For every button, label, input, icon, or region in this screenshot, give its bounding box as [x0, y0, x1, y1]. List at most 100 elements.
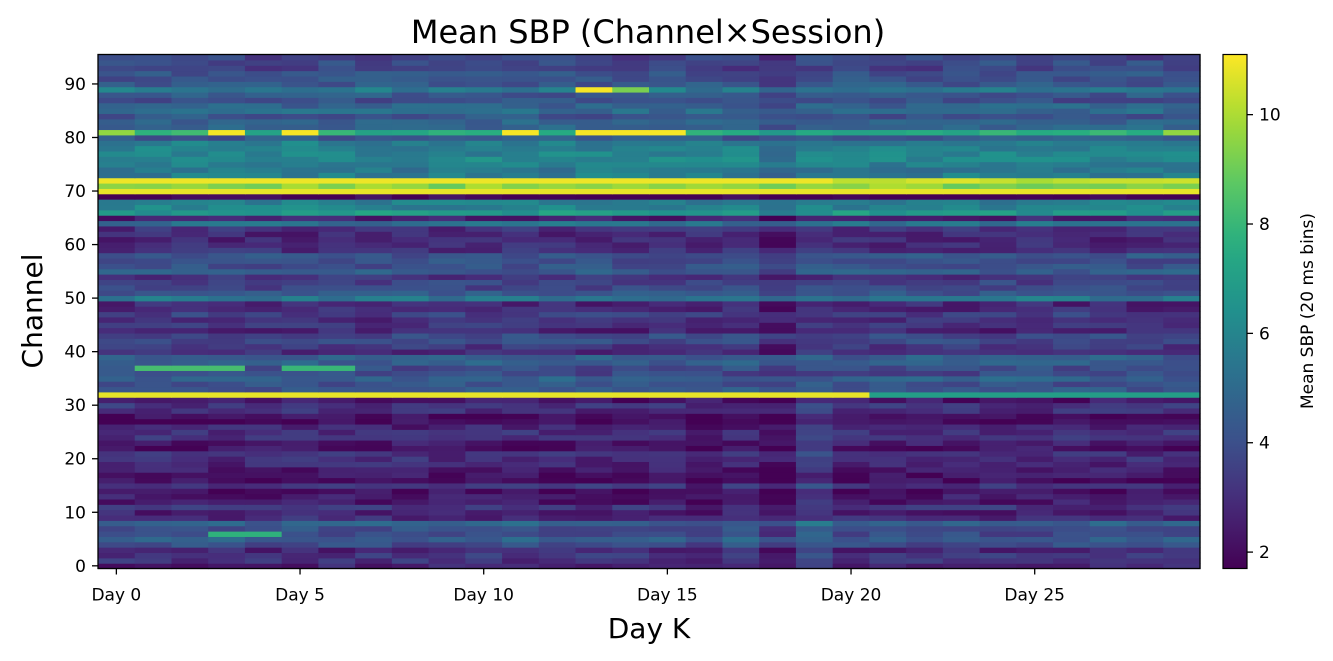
- heatmap-cell: [502, 124, 540, 131]
- heatmap-cell: [355, 284, 393, 291]
- heatmap-cell: [171, 183, 209, 189]
- heatmap-cell: [979, 488, 1017, 495]
- heatmap-cell: [208, 231, 246, 238]
- colorbar-gradient: [1222, 53, 1248, 570]
- heatmap-cell: [869, 423, 907, 430]
- heatmap-cell: [1163, 150, 1201, 157]
- heatmap-cell: [355, 86, 393, 93]
- heatmap-cell: [1126, 300, 1164, 307]
- heatmap-cell: [1163, 322, 1201, 329]
- heatmap-cell: [685, 381, 724, 388]
- heatmap-cell: [171, 493, 209, 500]
- heatmap-cell: [832, 407, 870, 414]
- heatmap-cell: [281, 295, 319, 302]
- heatmap-cell: [502, 145, 540, 152]
- heatmap-cell: [1163, 488, 1201, 495]
- heatmap-cell: [906, 407, 944, 414]
- heatmap-cell: [612, 199, 650, 206]
- heatmap-cell: [502, 557, 540, 564]
- heatmap-cell: [134, 402, 173, 409]
- heatmap-cell: [685, 397, 724, 404]
- heatmap-cell: [171, 370, 209, 377]
- heatmap-cell: [1016, 504, 1054, 511]
- heatmap-cell: [942, 547, 981, 554]
- heatmap-cell: [1053, 231, 1091, 238]
- heatmap-cell: [391, 386, 430, 393]
- heatmap-cell: [685, 541, 724, 548]
- heatmap-cell: [1126, 284, 1164, 291]
- heatmap-cell: [906, 241, 944, 248]
- heatmap-cell: [428, 188, 466, 195]
- heatmap-cell: [391, 65, 430, 72]
- heatmap-cell: [832, 488, 870, 495]
- heatmap-cell: [942, 279, 981, 286]
- heatmap-cell: [171, 241, 209, 248]
- heatmap-cell: [1053, 193, 1091, 200]
- heatmap-cell: [171, 541, 209, 548]
- heatmap-cell: [1126, 236, 1164, 243]
- heatmap-cell: [942, 327, 981, 334]
- heatmap-cell: [391, 536, 430, 543]
- heatmap-cell: [979, 397, 1017, 404]
- heatmap-cell: [134, 183, 173, 189]
- heatmap-cell: [318, 429, 356, 436]
- heatmap-cell: [906, 59, 944, 66]
- heatmap-cell: [575, 204, 613, 211]
- heatmap-cell: [208, 295, 246, 302]
- heatmap-cell: [649, 563, 687, 570]
- heatmap-cell: [575, 150, 613, 157]
- heatmap-cell: [538, 124, 577, 131]
- heatmap-cell: [538, 145, 577, 152]
- heatmap-cell: [649, 493, 687, 500]
- heatmap-cell: [208, 75, 246, 82]
- heatmap-cell: [979, 461, 1017, 468]
- heatmap-cell: [208, 140, 246, 147]
- heatmap-cell: [869, 241, 907, 248]
- colorbar-tick-label: 2: [1259, 543, 1270, 563]
- heatmap-cell: [98, 274, 136, 280]
- heatmap-cell: [795, 156, 834, 163]
- heatmap-cell: [208, 381, 246, 388]
- heatmap-cell: [1053, 348, 1091, 355]
- heatmap-cell: [208, 166, 246, 173]
- heatmap-cell: [538, 102, 577, 109]
- heatmap-cell: [208, 54, 246, 61]
- heatmap-cell: [795, 145, 834, 152]
- heatmap-cell: [98, 150, 136, 157]
- heatmap-cell: [98, 70, 136, 77]
- heatmap-cell: [685, 59, 724, 66]
- heatmap-cell: [428, 284, 466, 291]
- heatmap-cell: [906, 209, 944, 216]
- heatmap-cell: [134, 327, 173, 334]
- heatmap-cell: [612, 220, 650, 227]
- heatmap-cell: [869, 54, 907, 61]
- heatmap-cell: [575, 434, 613, 441]
- heatmap-cell: [649, 108, 687, 114]
- heatmap-cell: [134, 509, 173, 516]
- heatmap-cell: [281, 70, 319, 77]
- heatmap-cell: [391, 520, 430, 527]
- heatmap-cell: [722, 263, 760, 270]
- heatmap-cell: [1126, 386, 1164, 393]
- heatmap-cell: [208, 402, 246, 409]
- heatmap-cell: [538, 54, 577, 61]
- heatmap-cell: [649, 316, 687, 323]
- heatmap-cell: [685, 407, 724, 414]
- heatmap-cell: [281, 199, 319, 206]
- heatmap-cell: [575, 268, 613, 275]
- heatmap-cell: [355, 97, 393, 104]
- heatmap-cell: [244, 156, 283, 163]
- heatmap-cell: [685, 391, 724, 398]
- heatmap-cell: [649, 477, 687, 484]
- heatmap-cell: [171, 75, 209, 82]
- heatmap-cell: [979, 300, 1017, 307]
- heatmap-cell: [428, 257, 466, 264]
- heatmap-cell: [649, 204, 687, 211]
- heatmap-cell: [1126, 429, 1164, 436]
- heatmap-cell: [1016, 188, 1054, 195]
- heatmap-cell: [502, 445, 540, 452]
- heatmap-cell: [502, 134, 540, 141]
- heatmap-cell: [171, 391, 209, 398]
- heatmap-cell: [979, 338, 1017, 345]
- heatmap-cell: [391, 75, 430, 82]
